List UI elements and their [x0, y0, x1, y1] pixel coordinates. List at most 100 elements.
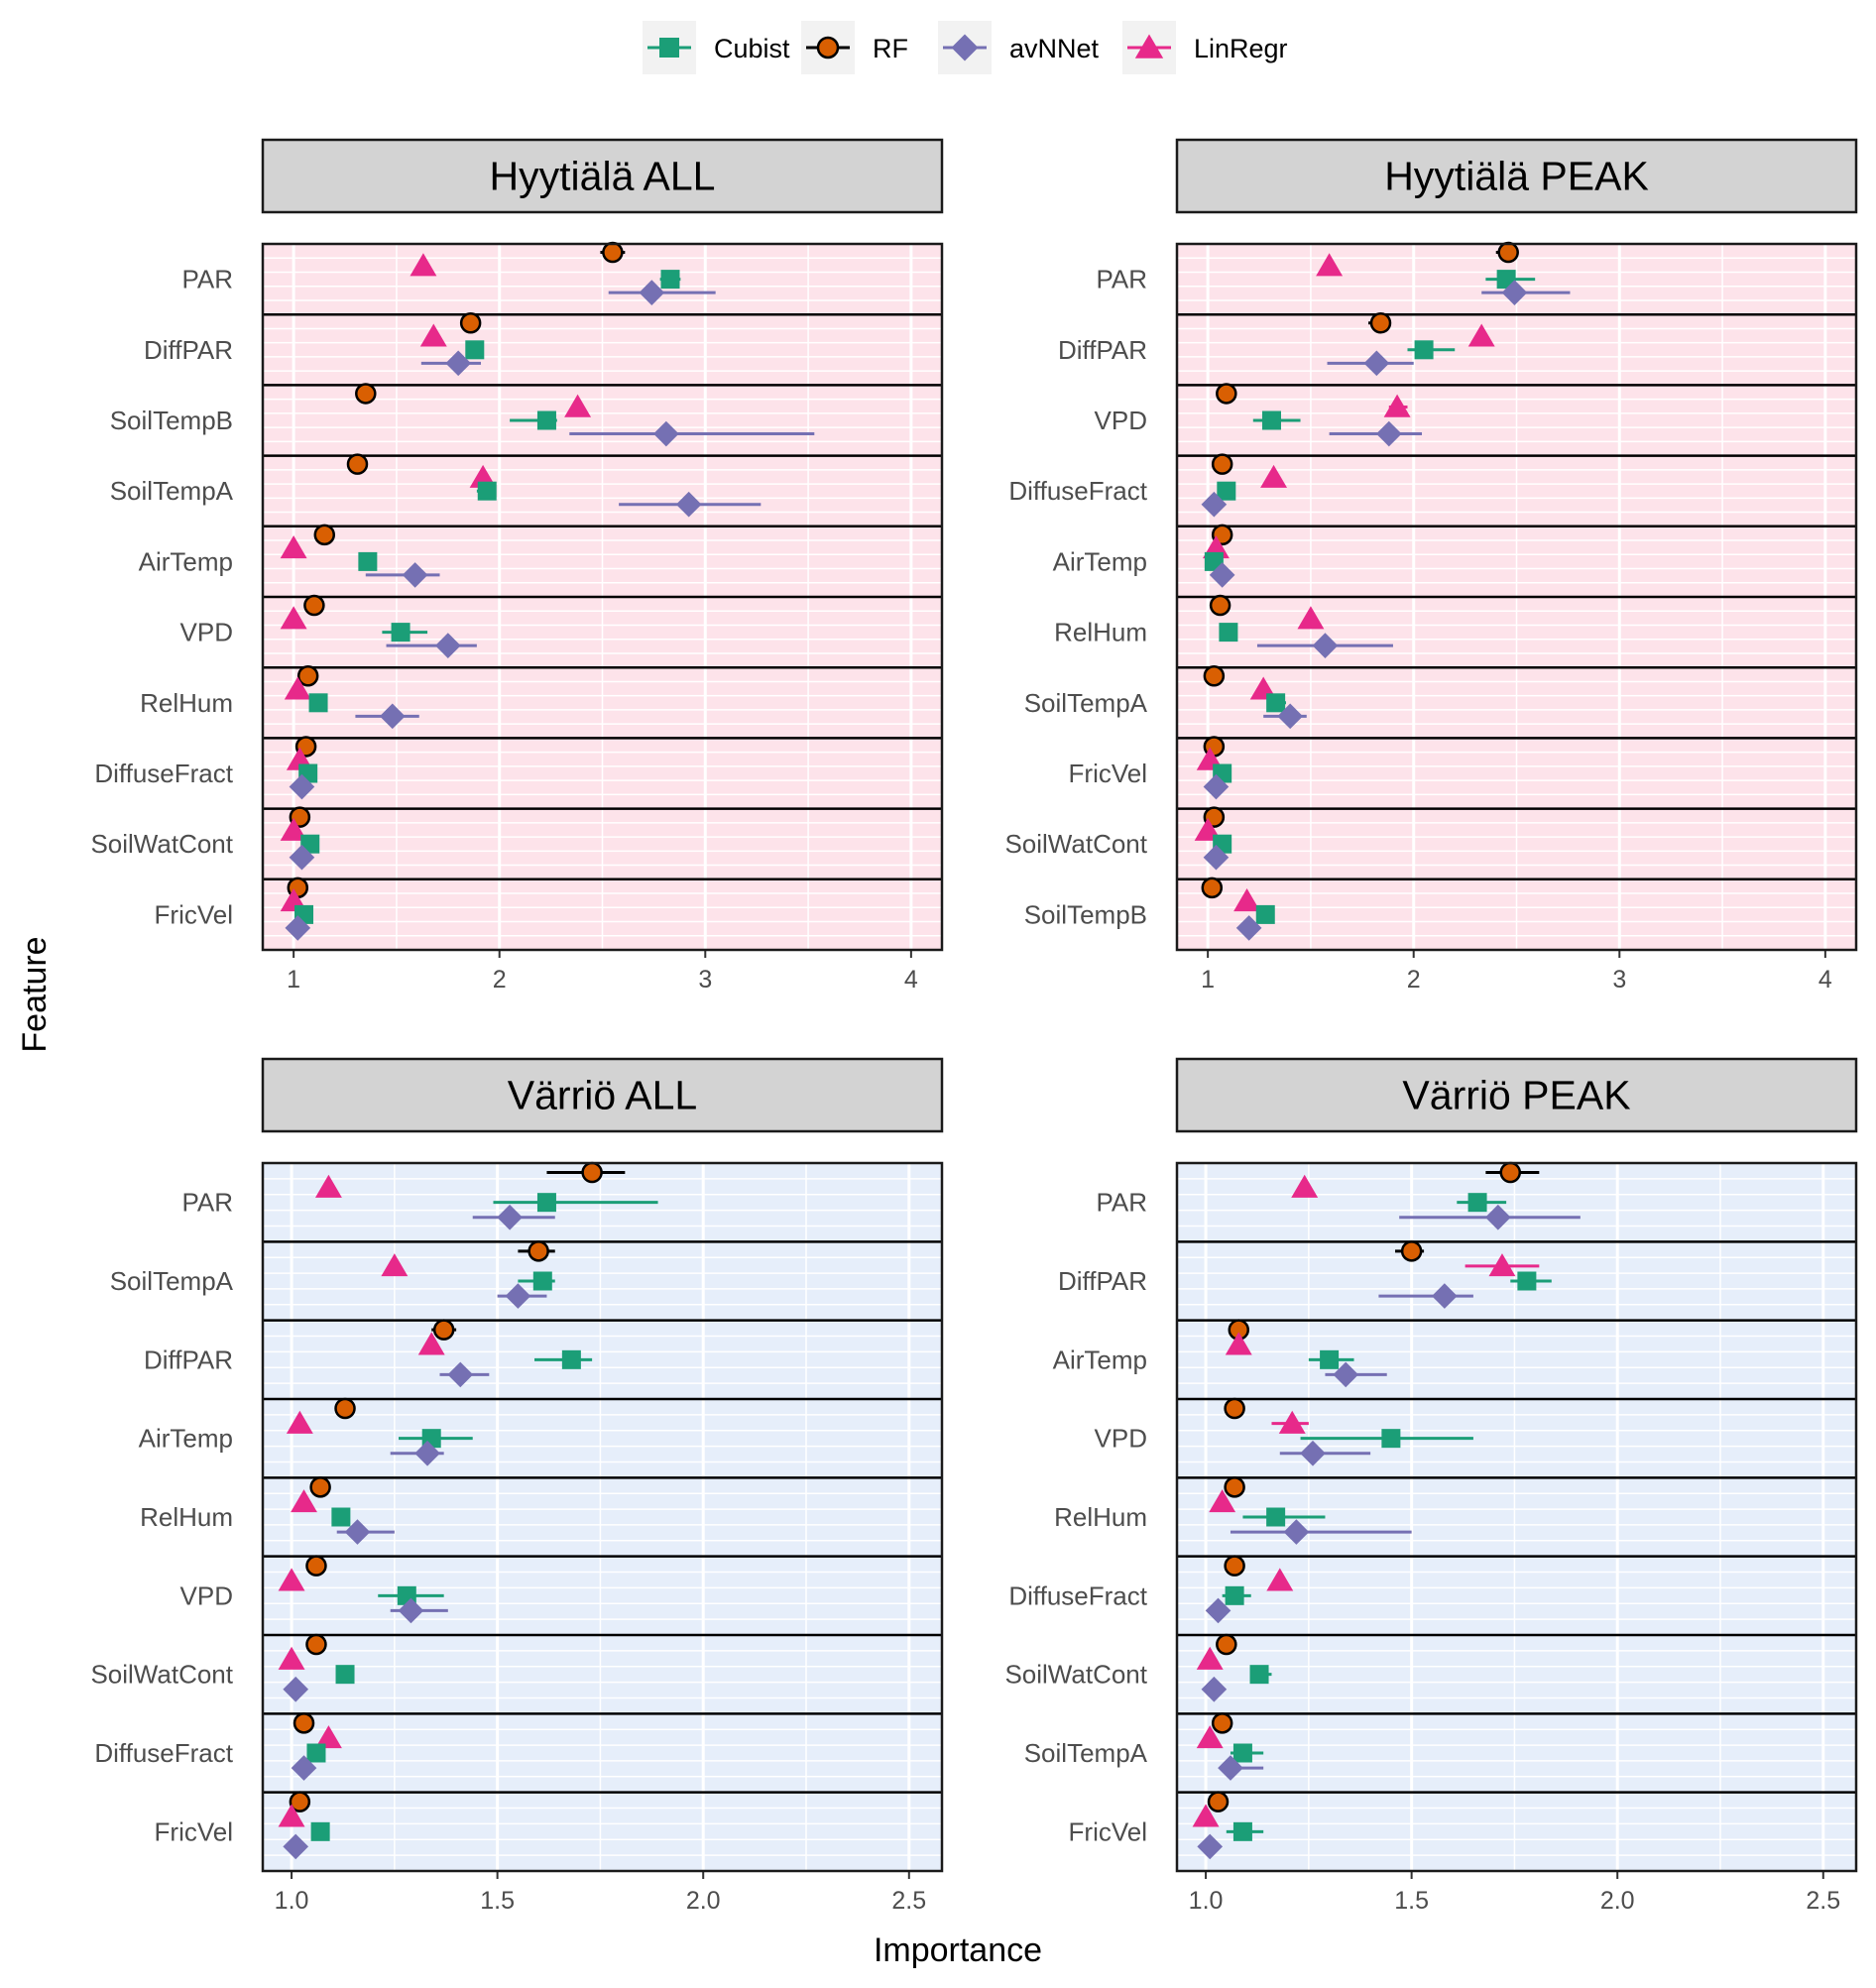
feature-label-soilwatcont: SoilWatCont	[90, 829, 233, 859]
panel-background	[263, 1163, 942, 1871]
point-rf-vpd	[1224, 1397, 1245, 1420]
point-cubist-soiltempa	[1266, 693, 1286, 713]
point-avnnet-diffusefract	[291, 1755, 317, 1781]
panel-border	[1175, 1161, 1858, 1873]
point-avnnet-vpd	[1375, 420, 1402, 447]
legend: Cubist RF avNNet LinRegr	[643, 21, 1288, 74]
point-avnnet-fricvel	[1203, 773, 1230, 800]
point-rf-relhum	[1224, 1476, 1245, 1498]
point-avnnet-vpd	[1300, 1440, 1326, 1466]
feature-label-soilwatcont: SoilWatCont	[1004, 1660, 1147, 1690]
legend-item-linregr: LinRegr	[1122, 21, 1288, 74]
point-rf-par	[1497, 241, 1519, 264]
point-linregr-diffpar	[417, 1332, 445, 1355]
point-cubist-airtemp	[1320, 1349, 1340, 1369]
point-avnnet-fricvel	[283, 1833, 309, 1860]
x-tick-label: 2.5	[891, 1887, 926, 1915]
point-rf-par	[581, 1161, 603, 1184]
feature-label-diffusefract: DiffuseFract	[1008, 1580, 1147, 1610]
feature-label-airtemp: AirTemp	[1053, 1345, 1147, 1374]
legend-diamond-icon	[951, 34, 979, 61]
point-linregr-par	[1316, 253, 1344, 277]
point-avnnet-soiltempb	[653, 420, 679, 447]
point-rf-diffusefract	[293, 1712, 315, 1734]
point-cubist-diffpar	[465, 340, 485, 360]
feature-label-par: PAR	[1096, 1188, 1147, 1218]
point-linregr-diffusefract	[1266, 1568, 1294, 1591]
feature-label-fricvel: FricVel	[155, 1816, 233, 1846]
panel-varrio-all: Värriö ALL PAR SoilTempA DiffPAR AirTemp RelH…	[90, 1057, 944, 1915]
panel-strip	[261, 1057, 944, 1133]
feature-label-soiltempa: SoilTempA	[110, 1266, 234, 1296]
point-avnnet-fricvel	[285, 915, 311, 941]
point-rf-vpd	[305, 1555, 327, 1577]
point-rf-relhum	[1209, 594, 1231, 617]
point-cubist-soilwatcont	[335, 1665, 355, 1685]
feature-label-relhum: RelHum	[140, 1502, 233, 1532]
x-tick-label: 1.5	[480, 1887, 515, 1915]
feature-label-soiltempa: SoilTempA	[1024, 1738, 1148, 1768]
point-linregr-par	[410, 253, 437, 277]
point-cubist-soiltempa	[477, 481, 497, 501]
point-avnnet-airtemp	[1209, 562, 1235, 588]
point-linregr-soilwatcont	[280, 817, 307, 841]
point-avnnet-soilwatcont	[1201, 1676, 1228, 1702]
point-rf-diffpar	[432, 1319, 455, 1341]
x-tick-label: 1.5	[1394, 1887, 1429, 1915]
panel-hyytiala-peak: Hyytiälä PEAK PAR DiffPAR VPD DiffuseFract Ai…	[1004, 138, 1858, 994]
point-avnnet-par	[1484, 1204, 1511, 1230]
point-cubist-diffusefract	[1225, 1585, 1244, 1605]
point-linregr-diffusefract	[1260, 464, 1288, 488]
point-linregr-airtemp	[1225, 1332, 1252, 1355]
panel-hyytiala-all: Hyytiälä ALL PAR DiffPAR SoilTempB SoilTempA…	[90, 138, 944, 994]
point-avnnet-vpd	[434, 633, 461, 658]
panel-title: Hyytiälä ALL	[490, 154, 716, 199]
point-linregr-vpd	[280, 606, 307, 630]
point-avnnet-diffpar	[1363, 350, 1390, 377]
point-cubist-diffpar	[1517, 1271, 1537, 1291]
point-rf-soiltempb	[355, 383, 377, 405]
x-tick-label: 2	[493, 966, 507, 994]
feature-label-relhum: RelHum	[1054, 1502, 1147, 1532]
point-avnnet-par	[1501, 280, 1528, 305]
point-avnnet-soiltempa	[675, 491, 702, 518]
point-rf-relhum	[309, 1476, 331, 1498]
point-linregr-diffpar	[1488, 1253, 1516, 1277]
feature-label-soilwatcont: SoilWatCont	[1004, 829, 1147, 859]
point-linregr-soiltempb	[564, 394, 592, 417]
feature-label-relhum: RelHum	[1054, 618, 1147, 647]
point-avnnet-soilwatcont	[283, 1676, 309, 1702]
point-cubist-relhum	[308, 693, 328, 713]
feature-label-soiltempa: SoilTempA	[1024, 688, 1148, 718]
point-avnnet-par	[497, 1204, 523, 1230]
point-cubist-diffpar	[1414, 340, 1434, 360]
point-rf-vpd	[1216, 383, 1237, 405]
point-avnnet-relhum	[379, 703, 406, 730]
feature-label-vpd: VPD	[180, 618, 233, 647]
legend-label-avnnet: avNNet	[1009, 34, 1100, 63]
point-linregr-par	[1291, 1174, 1319, 1198]
point-linregr-relhum	[284, 676, 311, 700]
point-linregr-fricvel	[278, 1804, 305, 1827]
feature-label-airtemp: AirTemp	[139, 1424, 233, 1454]
point-rf-soiltempa	[346, 453, 369, 475]
point-cubist-diffpar	[561, 1349, 581, 1369]
x-tick-label: 2.0	[1600, 1887, 1635, 1915]
point-avnnet-relhum	[1283, 1519, 1310, 1545]
point-rf-diffpar	[459, 311, 482, 334]
point-rf-diffusefract	[1224, 1555, 1245, 1577]
point-linregr-vpd	[1278, 1410, 1306, 1434]
point-rf-soilwatcont	[305, 1633, 327, 1656]
legend-label-rf: RF	[873, 34, 908, 63]
feature-label-fricvel: FricVel	[1069, 759, 1147, 788]
point-cubist-airtemp	[358, 551, 378, 571]
x-tick-label: 1	[1201, 966, 1215, 994]
feature-label-fricvel: FricVel	[1069, 1816, 1147, 1846]
panel-border	[261, 1161, 944, 1873]
point-avnnet-diffpar	[1432, 1283, 1458, 1309]
point-linregr-relhum	[1297, 606, 1325, 630]
point-linregr-diffusefract	[314, 1725, 342, 1749]
legend-item-avnnet: avNNet	[938, 21, 1100, 74]
x-tick-label: 4	[904, 966, 918, 994]
